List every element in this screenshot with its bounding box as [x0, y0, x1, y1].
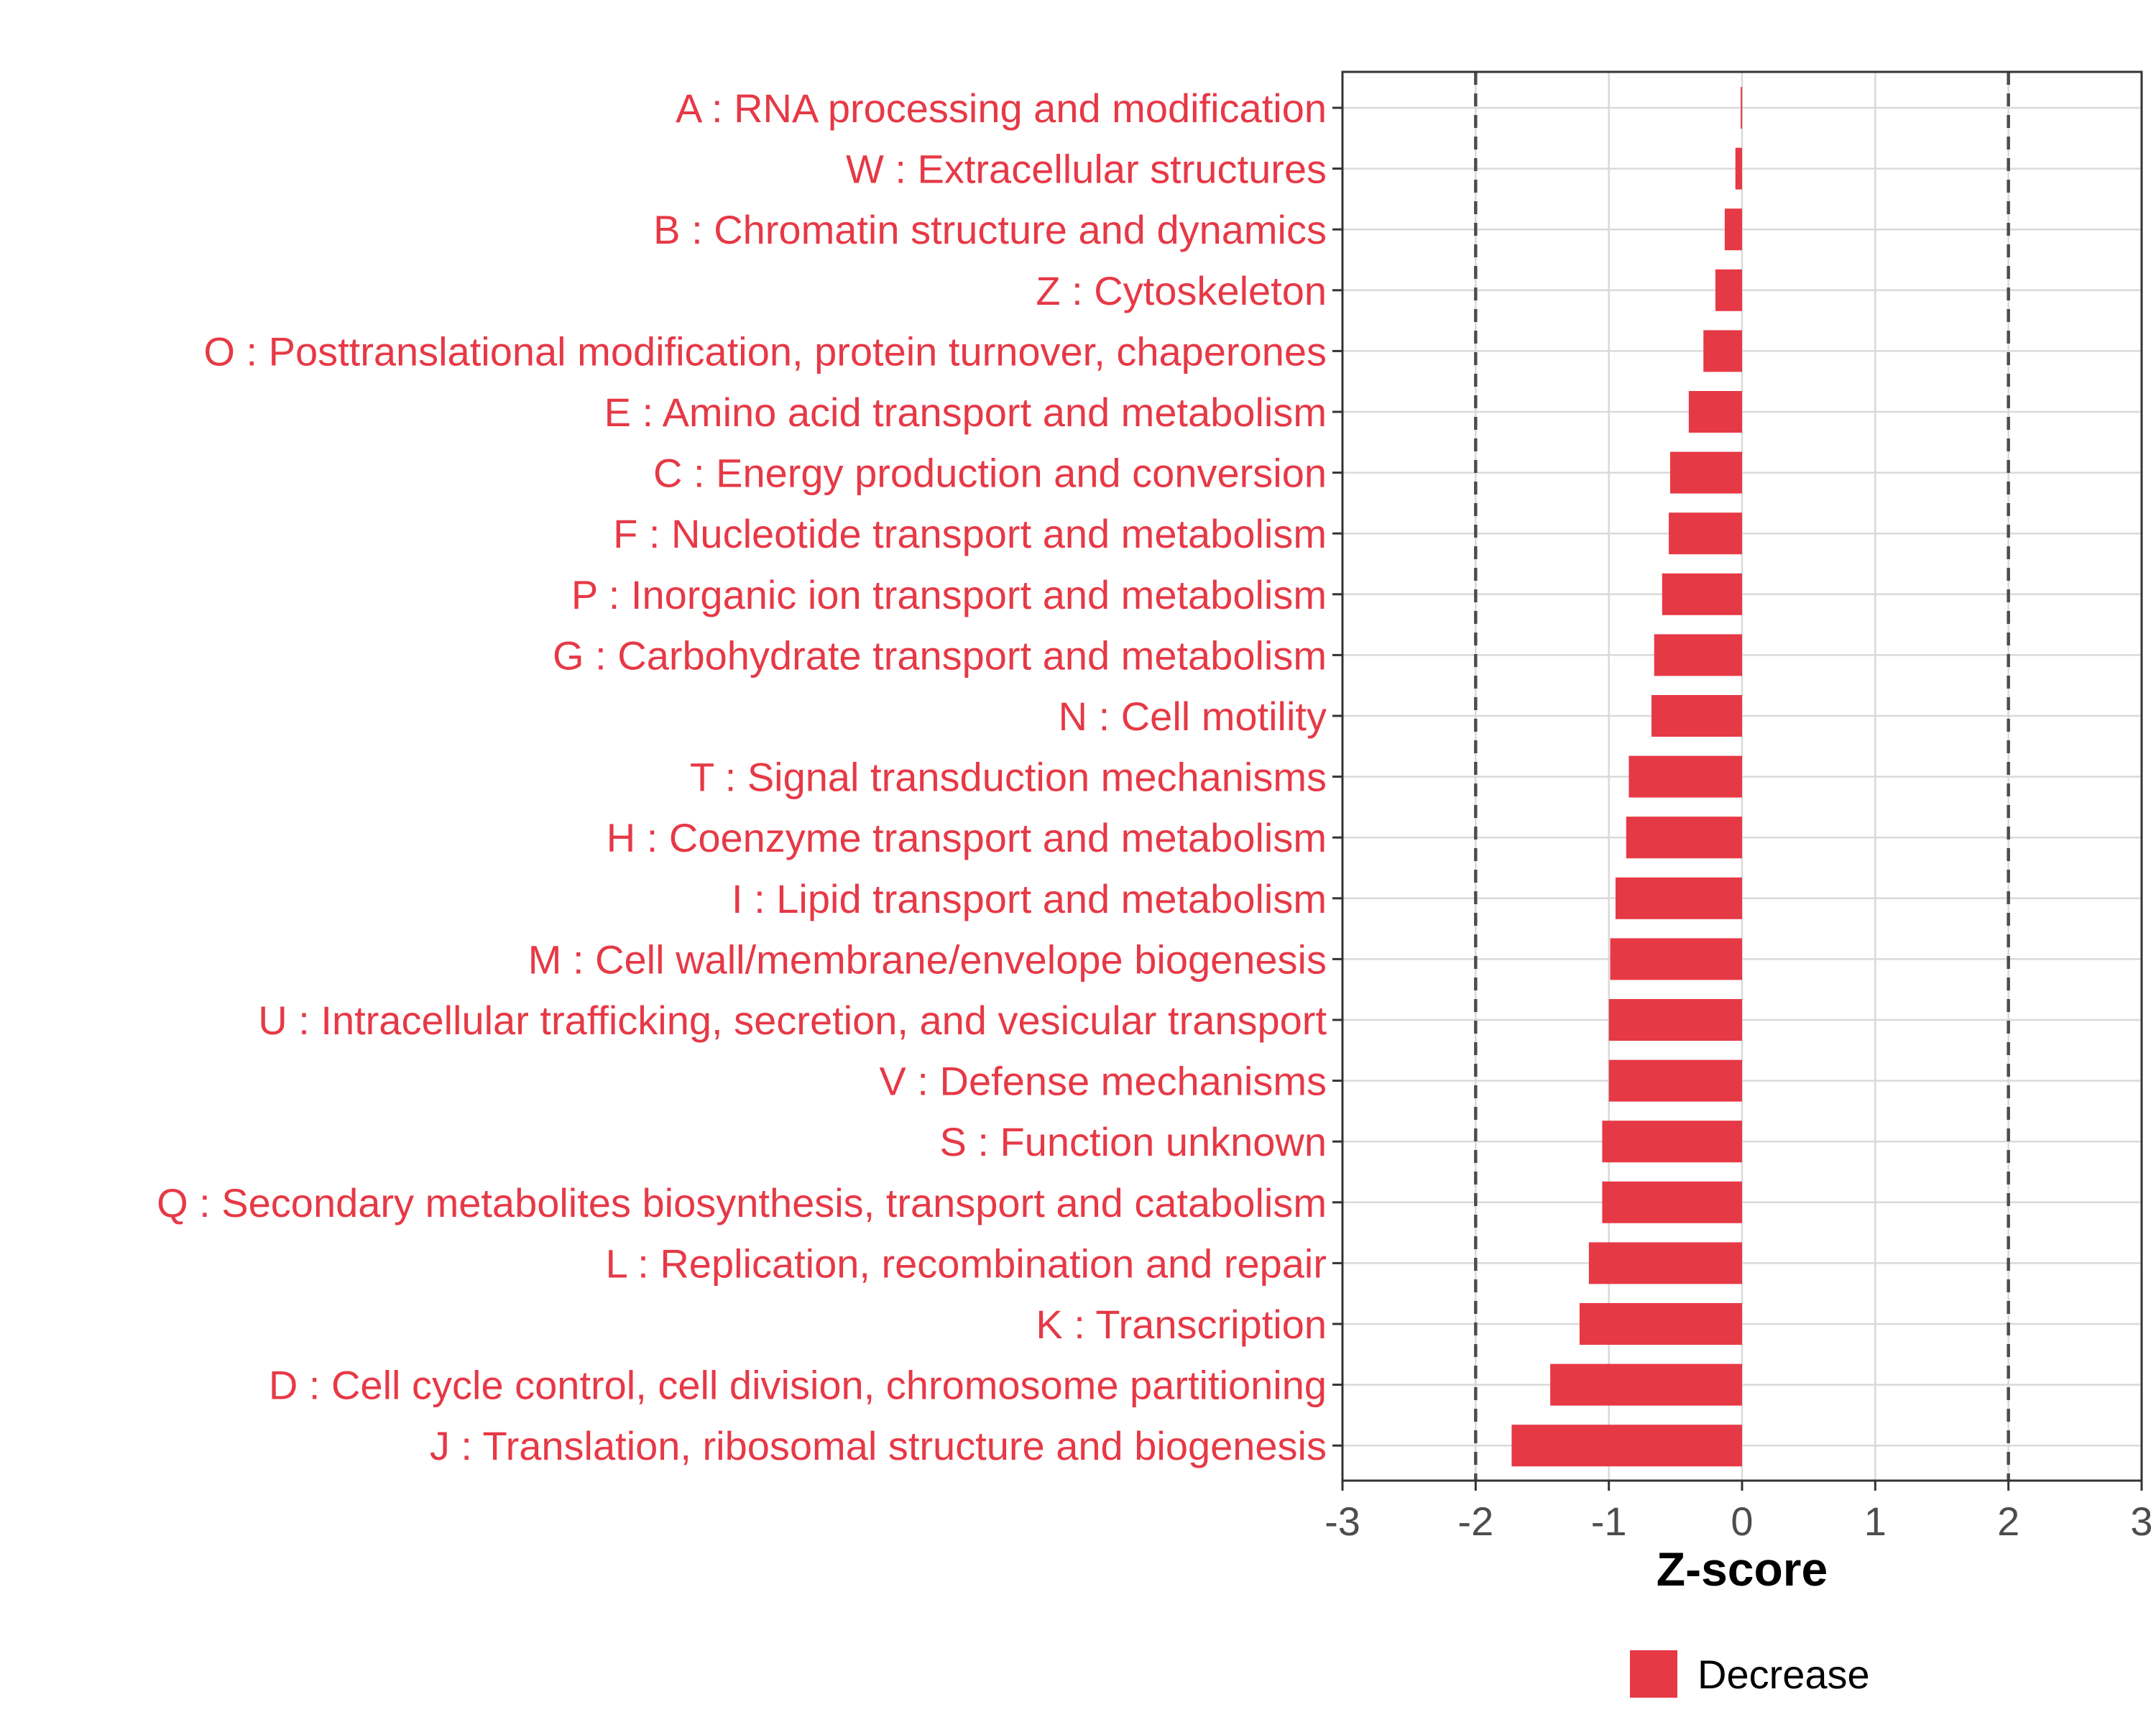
category-label: F : Nucleotide transport and metabolism: [613, 511, 1327, 556]
bar: [1724, 208, 1742, 251]
x-tick-label: -1: [1591, 1499, 1627, 1544]
bar: [1715, 269, 1742, 311]
category-label: Z : Cytoskeleton: [1036, 268, 1327, 313]
bar: [1579, 1303, 1742, 1345]
category-label: I : Lipid transport and metabolism: [732, 876, 1327, 921]
bar: [1654, 634, 1742, 676]
bar: [1669, 451, 1742, 494]
category-label: U : Intracellular trafficking, secretion…: [258, 998, 1327, 1043]
category-label: Q : Secondary metabolites biosynthesis, …: [157, 1180, 1327, 1225]
category-label: K : Transcription: [1036, 1302, 1327, 1347]
reference-lines: [1474, 72, 2010, 1481]
category-label: L : Replication, recombination and repai…: [606, 1241, 1327, 1286]
category-label: N : Cell motility: [1059, 694, 1327, 739]
category-label: E : Amino acid transport and metabolism: [604, 390, 1327, 435]
bar: [1628, 755, 1742, 798]
x-axis-ticks: -3 -2 -1 0 1 2 3: [1325, 1481, 2153, 1544]
category-label: C : Energy production and conversion: [653, 451, 1327, 496]
category-label: A : RNA processing and modification: [676, 86, 1327, 131]
bar: [1651, 695, 1742, 737]
bar: [1688, 391, 1742, 433]
bar: [1608, 1059, 1742, 1102]
category-label: P : Inorganic ion transport and metaboli…: [571, 572, 1327, 617]
category-label: V : Defense mechanisms: [880, 1059, 1327, 1104]
bar: [1550, 1363, 1742, 1406]
category-label: M : Cell wall/membrane/envelope biogenes…: [528, 937, 1327, 982]
category-label: B : Chromatin structure and dynamics: [653, 207, 1327, 252]
x-tick-label: 3: [2130, 1499, 2152, 1544]
bar: [1610, 938, 1742, 980]
category-label: S : Function unknown: [939, 1119, 1327, 1164]
category-label: H : Coenzyme transport and metabolism: [607, 815, 1327, 860]
category-label: G : Carbohydrate transport and metabolis…: [553, 632, 1327, 678]
x-axis-title: Z-score: [1657, 1542, 1828, 1596]
y-axis-ticks: [1332, 106, 1342, 1447]
legend-label-decrease: Decrease: [1697, 1652, 1870, 1697]
x-tick-label: 1: [1864, 1499, 1886, 1544]
bar: [1703, 330, 1742, 372]
bar: [1588, 1242, 1742, 1284]
category-label: J : Translation, ribosomal structure and…: [430, 1423, 1327, 1468]
bar: [1615, 877, 1742, 919]
category-label: O : Posttranslational modification, prot…: [203, 328, 1327, 374]
category-labels: A : RNA processing and modification W : E…: [157, 86, 1327, 1468]
bar: [1511, 1425, 1742, 1467]
bar: [1735, 147, 1742, 190]
bar: [1608, 999, 1742, 1041]
bar: [1626, 816, 1742, 859]
bar: [1602, 1181, 1742, 1223]
bar: [1662, 573, 1742, 615]
bar: [1741, 87, 1743, 129]
legend: Decrease: [1630, 1650, 1870, 1698]
x-tick-label: -3: [1325, 1499, 1360, 1544]
bars: [1511, 87, 1743, 1467]
category-label: T : Signal transduction mechanisms: [690, 755, 1327, 800]
bar: [1669, 512, 1742, 555]
category-label: W : Extracellular structures: [846, 147, 1327, 192]
x-tick-label: 2: [1997, 1499, 2019, 1544]
legend-swatch-decrease: [1630, 1650, 1677, 1698]
category-label: D : Cell cycle control, cell division, c…: [269, 1363, 1327, 1408]
bar: [1602, 1121, 1742, 1163]
x-tick-label: 0: [1731, 1499, 1753, 1544]
x-tick-label: -2: [1457, 1499, 1493, 1544]
